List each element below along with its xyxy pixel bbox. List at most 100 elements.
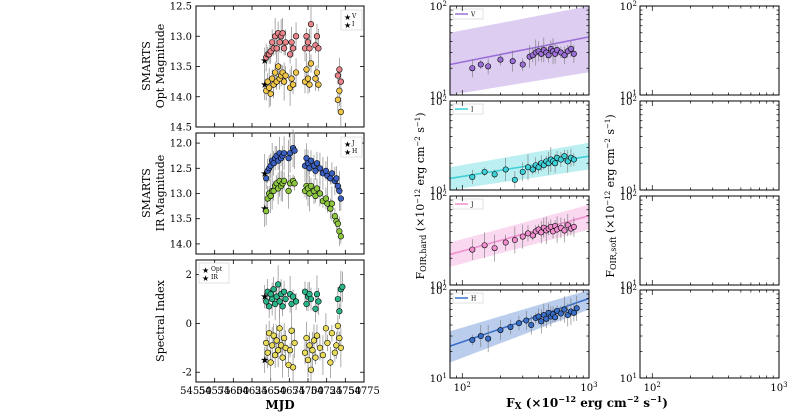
- data-point: [545, 52, 552, 59]
- x-tick-label: 103: [580, 381, 597, 394]
- soft-ylabel-rest: (×10: [604, 206, 617, 237]
- fx-label-unit-exp: −2: [627, 394, 639, 404]
- data-point: [263, 175, 270, 182]
- data-point: [333, 175, 340, 182]
- correlation-panel: J 101 102: [430, 190, 590, 292]
- data-point: [303, 33, 310, 40]
- data-point: [334, 72, 341, 79]
- data-point: [337, 108, 344, 115]
- opt-legend-box: [340, 9, 363, 31]
- data-point: [270, 286, 277, 293]
- x-tick-label: 54725: [311, 386, 343, 397]
- data-point: [502, 166, 509, 173]
- data-point: [273, 45, 280, 52]
- data-point: [285, 187, 292, 195]
- data-point: [519, 233, 526, 240]
- data-point: [334, 295, 341, 303]
- data-point: [264, 349, 271, 356]
- data-point: [319, 352, 327, 359]
- data-point: [289, 45, 297, 52]
- y-tick-label: 101: [620, 372, 637, 385]
- data-point: [270, 332, 277, 339]
- data-point: [306, 45, 313, 52]
- hard-ylabel-unit-exp: −2: [414, 136, 422, 146]
- data-point: [334, 220, 341, 227]
- data-point: [519, 168, 526, 175]
- soft-ylabel-f: F: [604, 270, 617, 278]
- data-point: [304, 356, 312, 364]
- data-point: [557, 310, 564, 317]
- hard-ylabel-s-exp: −1: [414, 117, 422, 127]
- data-point: [485, 335, 492, 342]
- y-tick-label: 101: [430, 279, 447, 292]
- data-point: [535, 313, 542, 320]
- hard-ylabel-f: F: [414, 272, 427, 280]
- data-point: [322, 167, 330, 174]
- data-point: [491, 245, 498, 252]
- data-point: [561, 153, 568, 160]
- data-point: [307, 182, 315, 190]
- si-legend-star-opt: ★: [202, 266, 209, 275]
- data-point: [289, 364, 297, 371]
- data-point: [570, 50, 577, 57]
- data-point: [312, 354, 319, 361]
- data-point: [266, 84, 273, 91]
- data-point: [552, 160, 559, 167]
- y-tick-label: 12.5: [170, 164, 192, 175]
- data-point: [291, 180, 298, 187]
- data-point: [279, 354, 286, 361]
- y-tick-label: 101: [620, 279, 637, 292]
- data-point: [281, 78, 288, 85]
- data-point: [276, 298, 283, 305]
- data-point: [272, 69, 279, 76]
- y-tick-label: 13.5: [170, 214, 192, 225]
- y-tick-label: 101: [620, 89, 637, 102]
- data-point: [267, 90, 274, 97]
- first-point-star: ★: [261, 356, 269, 366]
- first-point-star: ★: [261, 293, 269, 303]
- data-point: [289, 293, 297, 300]
- panel-frame: [639, 289, 780, 379]
- data-point: [281, 150, 288, 157]
- y-tick-label: 101: [430, 372, 447, 385]
- data-point: [570, 156, 577, 163]
- soft-ylabel-close: ): [604, 114, 617, 118]
- data-point: [469, 65, 476, 72]
- x-tick-label: 54575: [199, 386, 231, 397]
- data-point: [336, 334, 343, 342]
- opt-legend-i: I: [352, 21, 355, 28]
- data-point: [331, 349, 338, 356]
- y-tick-label: 102: [430, 190, 447, 203]
- data-point: [310, 337, 318, 344]
- data-point: [276, 325, 283, 332]
- data-point: [307, 21, 315, 28]
- data-point: [307, 366, 315, 373]
- data-point: [497, 56, 504, 63]
- data-point: [561, 52, 568, 59]
- x-tick-label: 54650: [255, 386, 287, 397]
- hard-ylabel-sub: OIR,hard: [419, 235, 428, 272]
- y-tick-label: 102: [430, 0, 447, 13]
- ir-legend-star-h: ★: [344, 148, 351, 157]
- data-point: [552, 314, 559, 321]
- data-point: [336, 66, 343, 73]
- data-point: [269, 75, 276, 82]
- data-point: [570, 309, 577, 316]
- data-point: [327, 359, 334, 366]
- si-legend-star-ir: ★: [202, 274, 209, 283]
- fit-line: [449, 36, 590, 66]
- data-point: [275, 347, 282, 354]
- fx-label-close: ): [662, 396, 668, 410]
- ir-legend-j: J: [351, 140, 355, 147]
- y-tick-label: 12.0: [170, 139, 192, 150]
- data-point: [561, 306, 568, 313]
- ir-legend-box: [340, 136, 363, 158]
- fit-confidence-band: [450, 290, 589, 363]
- data-point: [509, 58, 516, 65]
- y-tick-label: 101: [430, 89, 447, 102]
- legend-label: V: [470, 12, 476, 19]
- data-point: [567, 45, 574, 52]
- legend-label: H: [471, 296, 476, 303]
- data-point: [282, 39, 289, 46]
